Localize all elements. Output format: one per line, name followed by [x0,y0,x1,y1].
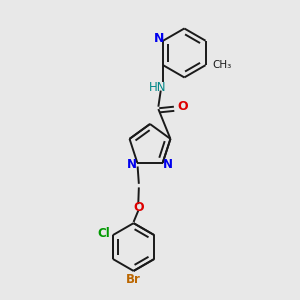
Text: N: N [154,32,164,45]
Text: Br: Br [126,273,141,286]
Text: CH₃: CH₃ [212,60,231,70]
Text: O: O [178,100,188,113]
Text: HN: HN [149,81,166,94]
Text: N: N [127,158,137,171]
Text: N: N [163,158,173,171]
Text: Cl: Cl [98,227,110,240]
Text: O: O [133,201,144,214]
